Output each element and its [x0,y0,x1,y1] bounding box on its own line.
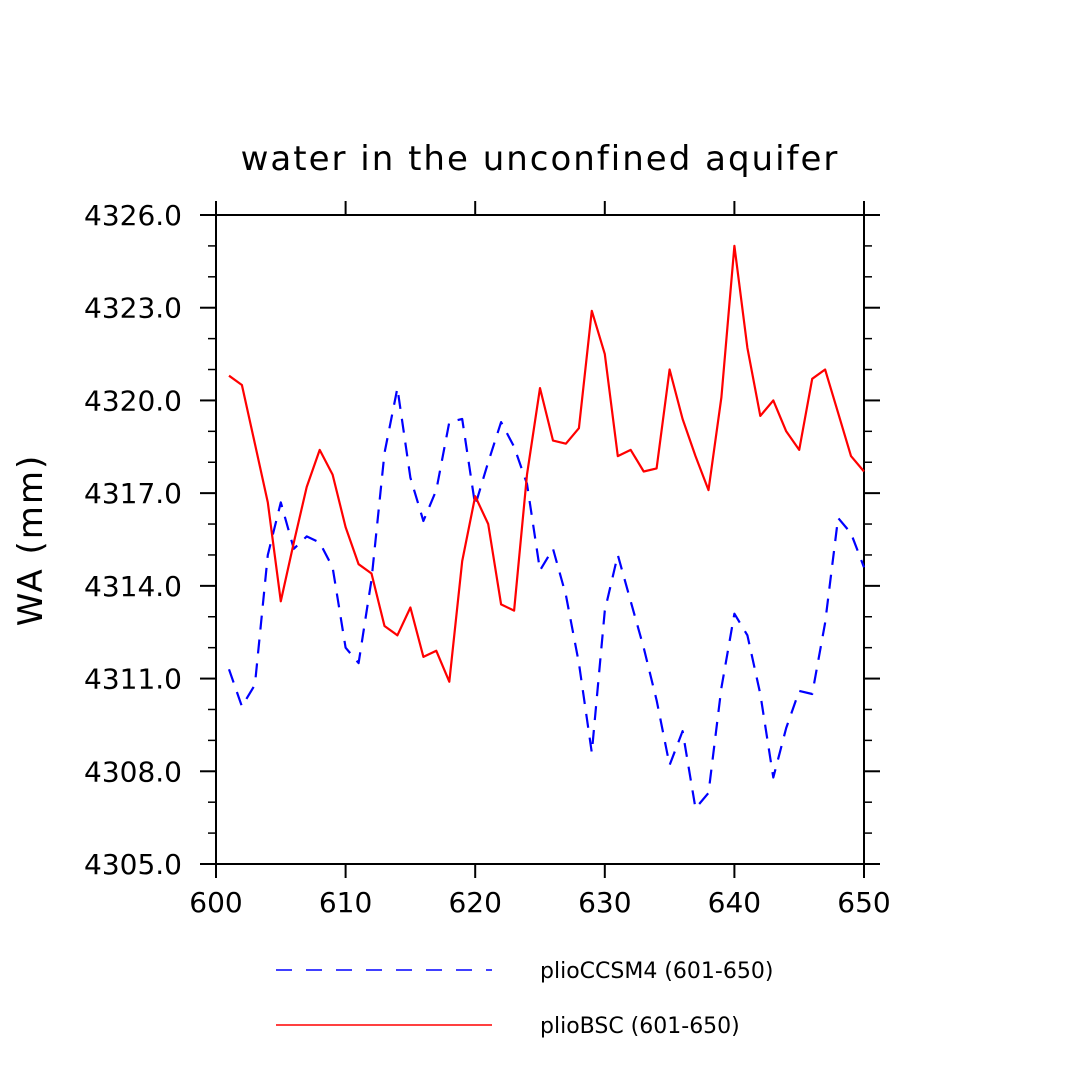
legend: plioCCSM4 (601-650) plioBSC (601-650) [276,959,773,1039]
x-tick-label: 650 [837,886,890,919]
x-tick-label: 600 [189,886,242,919]
y-tick-label: 4317.0 [84,477,182,510]
x-tick-label: 640 [708,886,761,919]
plot-frame [215,214,865,865]
y-tick-label: 4320.0 [84,384,182,417]
series-line-pliocsm4 [227,387,866,810]
y-tick-label: 4308.0 [84,755,182,788]
legend-label: plioCCSM4 (601-650) [540,959,773,984]
series-lines [227,244,866,810]
y-tick-label: 4305.0 [84,848,182,881]
x-tick-label: 630 [578,886,631,919]
legend-label: plioBSC (601-650) [540,1014,740,1039]
y-tick-label: 4323.0 [84,292,182,325]
chart-title: water in the unconfined aquifer [241,139,840,179]
y-tick-label: 4311.0 [84,663,182,696]
y-axis-label: WA (mm) [11,454,51,627]
axes: 600 610 620 630 640 650 4305.0 4308.0 4311.0 4314… [84,199,891,919]
x-tick-label: 610 [319,886,372,919]
y-tick-label: 4326.0 [84,199,182,232]
series-line-pliobsc [228,244,865,683]
x-tick-label: 620 [448,886,501,919]
y-tick-label: 4314.0 [84,570,182,603]
